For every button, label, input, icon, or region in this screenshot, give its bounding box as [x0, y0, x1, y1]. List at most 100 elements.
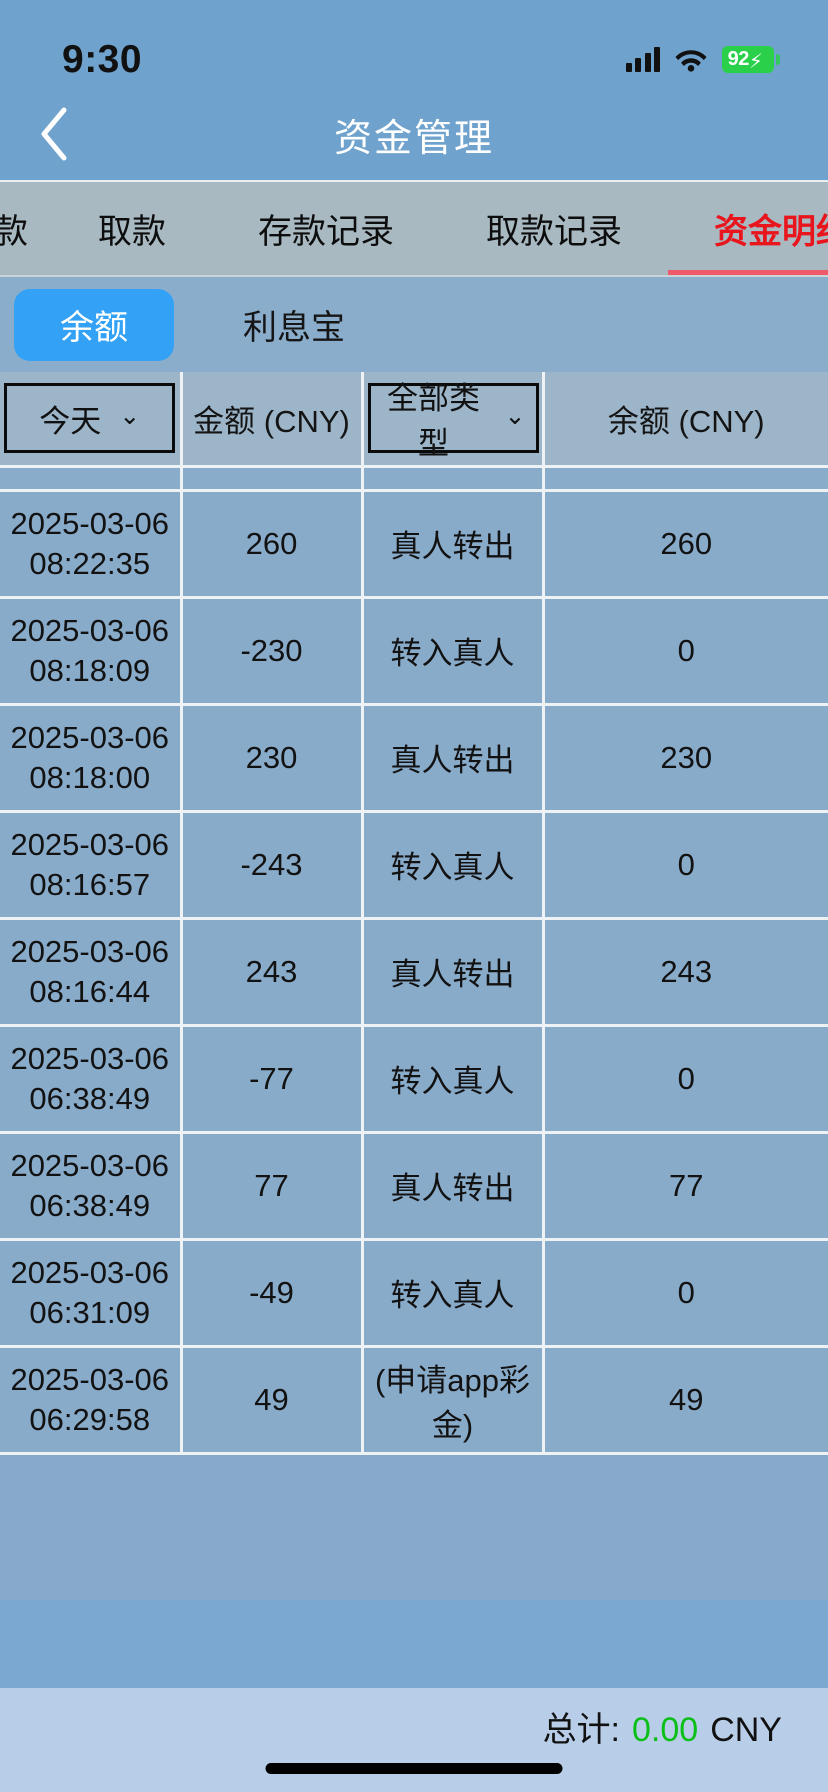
chevron-down-icon: ⌄	[119, 401, 141, 430]
tab-qu-kuan-ji-lu[interactable]: 取款记录	[440, 182, 668, 275]
header-cell-date-filter[interactable]: 今天 ⌄	[0, 372, 183, 468]
primary-tab-strip[interactable]: 款 取款 存款记录 取款记录 资金明细	[0, 182, 828, 277]
cell-date: 2025-03-06	[10, 505, 170, 541]
table-header: 今天 ⌄ 金额 (CNY) 全部类型 ⌄ 余额 (CNY)	[0, 372, 828, 468]
cell-type: 转入真人	[362, 1239, 545, 1348]
table-spacer-row	[0, 466, 828, 492]
table-body: 2025-03-06 08:22:35 260 真人转出 260 2025-03-06 08…	[0, 466, 828, 1455]
tab-label: 资金明细	[714, 213, 828, 251]
status-bar-clock: 9:30	[62, 37, 143, 81]
table-row[interactable]: 2025-03-06 08:18:00 230 真人转出 230	[0, 704, 828, 813]
tab-zi-jin-ming-xi[interactable]: 资金明细	[668, 182, 828, 275]
cell-time: 06:29:58	[29, 1401, 151, 1437]
cell-datetime: 2025-03-06 08:16:57	[0, 811, 183, 920]
table-row[interactable]: 2025-03-06 08:18:09 -230 转入真人 0	[0, 597, 828, 706]
cell-date: 2025-03-06	[10, 1040, 170, 1076]
cell-datetime: 2025-03-06 06:38:49	[0, 1132, 183, 1241]
cell-balance: 230	[543, 704, 828, 813]
cell-time: 06:31:09	[29, 1294, 151, 1330]
cell-amount: 77	[181, 1132, 364, 1241]
cell-date: 2025-03-06	[10, 1147, 170, 1183]
cell-type: 转入真人	[362, 811, 545, 920]
cell-type: 真人转出	[362, 490, 545, 599]
cell-time: 08:16:57	[29, 866, 151, 902]
cell-date: 2025-03-06	[10, 933, 170, 969]
cell-type: 真人转出	[362, 918, 545, 1027]
type-filter-select[interactable]: 全部类型 ⌄	[367, 381, 539, 461]
footer-total-bar: 总计: 0.00 CNY	[0, 1688, 828, 1792]
table-row[interactable]: 2025-03-06 08:16:57 -243 转入真人 0	[0, 811, 828, 920]
cell-balance: 0	[543, 811, 828, 920]
tab-qu-kuan[interactable]: 取款	[52, 182, 212, 275]
cell-time: 08:22:35	[29, 545, 151, 581]
chevron-down-icon: ⌄	[504, 401, 526, 430]
sub-tab-strip[interactable]: 余额 利息宝	[0, 277, 828, 372]
navigation-bar: 资金管理	[0, 88, 828, 182]
cell-time: 08:18:09	[29, 652, 151, 688]
back-button[interactable]	[24, 104, 84, 164]
header-cell-amount: 金额 (CNY)	[181, 372, 364, 468]
cell-type: (申请app彩金)	[362, 1346, 545, 1455]
cellular-bars-icon	[625, 46, 660, 72]
cell-amount: 260	[181, 490, 364, 599]
cell-time: 08:18:00	[29, 759, 151, 795]
cell-datetime: 2025-03-06 06:38:49	[0, 1025, 183, 1134]
table-row[interactable]: 2025-03-06 06:38:49 77 真人转出 77	[0, 1132, 828, 1241]
cell-date: 2025-03-06	[10, 826, 170, 862]
total-currency: CNY	[710, 1711, 782, 1749]
table-row[interactable]: 2025-03-06 06:31:09 -49 转入真人 0	[0, 1239, 828, 1348]
chevron-left-icon	[37, 106, 71, 162]
cell-type: 转入真人	[362, 597, 545, 706]
date-range-select[interactable]: 今天 ⌄	[4, 383, 176, 454]
cell-type: 转入真人	[362, 1025, 545, 1134]
cell-balance: 0	[543, 1025, 828, 1134]
cell-balance: 243	[543, 918, 828, 1027]
sub-tab-label: 利息宝	[243, 309, 345, 347]
cell-date: 2025-03-06	[10, 612, 170, 648]
cell-amount: 230	[181, 704, 364, 813]
cell-datetime: 2025-03-06 08:16:44	[0, 918, 183, 1027]
transaction-table-scroll-area[interactable]: 今天 ⌄ 金额 (CNY) 全部类型 ⌄ 余额 (CNY)	[0, 372, 828, 1600]
cell-datetime: 2025-03-06 06:31:09	[0, 1239, 183, 1348]
transaction-table: 今天 ⌄ 金额 (CNY) 全部类型 ⌄ 余额 (CNY)	[0, 372, 828, 1455]
home-indicator[interactable]	[265, 1763, 563, 1774]
cell-balance: 0	[543, 597, 828, 706]
tab-cun-kuan-clipped[interactable]: 款	[0, 182, 52, 275]
cell-type: 真人转出	[362, 1132, 545, 1241]
cell-date: 2025-03-06	[10, 1361, 170, 1397]
table-header-row: 今天 ⌄ 金额 (CNY) 全部类型 ⌄ 余额 (CNY)	[0, 372, 828, 468]
cell-balance: 260	[543, 490, 828, 599]
tab-label: 存款记录	[258, 213, 394, 251]
total-value: 0.00	[632, 1711, 699, 1749]
status-bar: 9:30 92 ⚡	[0, 0, 828, 88]
lightning-bolt-icon: ⚡	[748, 51, 763, 73]
tab-cun-kuan-ji-lu[interactable]: 存款记录	[212, 182, 440, 275]
table-row[interactable]: 2025-03-06 08:16:44 243 真人转出 243	[0, 918, 828, 1027]
header-label-balance: 余额 (CNY)	[607, 403, 765, 439]
cell-amount: 243	[181, 918, 364, 1027]
total-line: 总计: 0.00 CNY	[543, 1702, 782, 1751]
header-label-amount: 金额 (CNY)	[193, 403, 350, 439]
cell-time: 08:16:44	[29, 973, 151, 1009]
header-cell-balance: 余额 (CNY)	[543, 372, 828, 468]
sub-tab-balance[interactable]: 余额	[14, 288, 174, 361]
header-cell-type-filter[interactable]: 全部类型 ⌄	[362, 372, 545, 468]
cell-time: 06:38:49	[29, 1187, 151, 1223]
cell-time: 06:38:49	[29, 1080, 151, 1116]
cell-amount: 49	[181, 1346, 364, 1455]
table-row[interactable]: 2025-03-06 06:29:58 49 (申请app彩金) 49	[0, 1346, 828, 1455]
cell-datetime: 2025-03-06 08:22:35	[0, 490, 183, 599]
table-row[interactable]: 2025-03-06 06:38:49 -77 转入真人 0	[0, 1025, 828, 1134]
page-title: 资金管理	[333, 117, 494, 160]
battery-percent-label: 92	[727, 47, 750, 70]
cell-datetime: 2025-03-06 06:29:58	[0, 1346, 183, 1455]
sub-tab-lixibao[interactable]: 利息宝	[214, 289, 374, 361]
cell-datetime: 2025-03-06 08:18:09	[0, 597, 183, 706]
cell-datetime: 2025-03-06 08:18:00	[0, 704, 183, 813]
cell-type: 真人转出	[362, 704, 545, 813]
cell-amount: -230	[181, 597, 364, 706]
date-range-value: 今天	[39, 403, 102, 439]
cell-amount: -243	[181, 811, 364, 920]
cell-amount: -77	[181, 1025, 364, 1134]
table-row[interactable]: 2025-03-06 08:22:35 260 真人转出 260	[0, 490, 828, 599]
